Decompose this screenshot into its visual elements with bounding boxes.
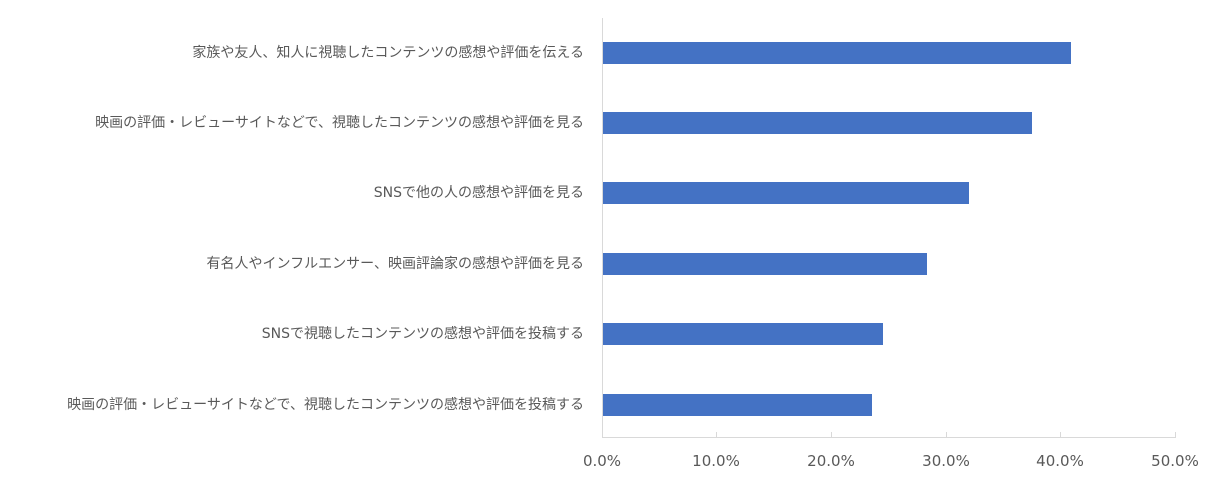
- category-label: SNSで視聴したコンテンツの感想や評価を投稿する: [261, 326, 584, 342]
- x-tick: [831, 432, 832, 438]
- x-tick-label: 20.0%: [807, 452, 855, 470]
- category-label: 家族や友人、知人に視聴したコンテンツの感想や評価を伝える: [192, 45, 584, 61]
- bar: [603, 323, 883, 345]
- x-tick: [946, 432, 947, 438]
- bar: [603, 42, 1071, 64]
- x-axis-line: [602, 437, 1175, 438]
- x-tick-label: 10.0%: [692, 452, 740, 470]
- category-label: SNSで他の人の感想や評価を見る: [373, 185, 584, 201]
- category-label: 映画の評価・レビューサイトなどで、視聴したコンテンツの感想や評価を投稿する: [67, 397, 584, 413]
- x-tick-label: 50.0%: [1151, 452, 1199, 470]
- x-tick-label: 30.0%: [922, 452, 970, 470]
- x-tick: [716, 432, 717, 438]
- x-tick-label: 0.0%: [582, 452, 622, 470]
- x-tick-label: 40.0%: [1036, 452, 1084, 470]
- bar: [603, 112, 1032, 134]
- x-tick: [1175, 432, 1176, 438]
- bar: [603, 394, 873, 416]
- y-axis-line: [602, 18, 603, 438]
- bar: [603, 253, 928, 275]
- category-label: 有名人やインフルエンサー、映画評論家の感想や評価を見る: [206, 256, 584, 272]
- x-tick: [1060, 432, 1061, 438]
- category-label: 映画の評価・レビューサイトなどで、視聴したコンテンツの感想や評価を見る: [95, 115, 584, 131]
- bar: [603, 182, 969, 204]
- x-tick: [602, 432, 603, 438]
